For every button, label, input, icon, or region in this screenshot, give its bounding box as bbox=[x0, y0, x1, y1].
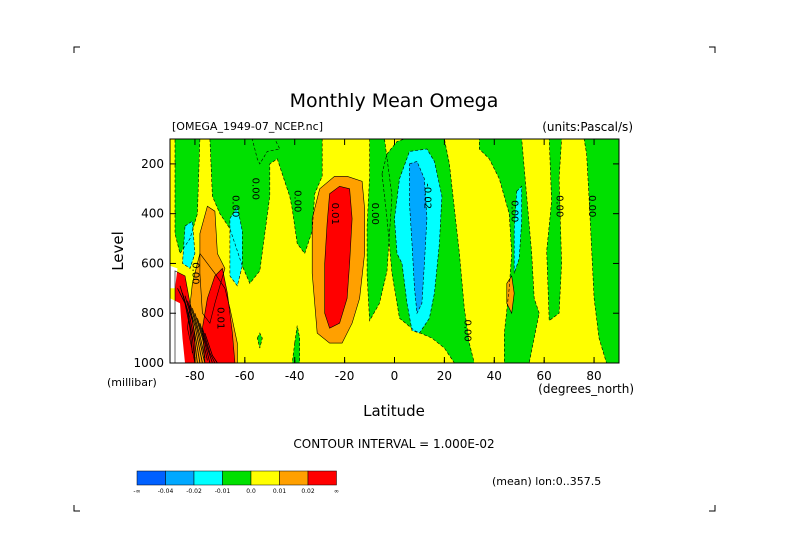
contour-outline bbox=[209, 138, 323, 284]
contour-outline bbox=[311, 176, 365, 344]
legend-label: 0.0 bbox=[246, 488, 256, 495]
x-tick-label: -60 bbox=[235, 369, 255, 383]
legend-swatch bbox=[136, 470, 166, 486]
legend-label: ∞ bbox=[334, 488, 339, 495]
y-tick-label: 800 bbox=[141, 306, 164, 320]
plot-area: 0.00 0.00 0.00 0.01 0.00 -0.02 0.00 0.00 0.00 0.0… bbox=[169, 138, 620, 364]
x-axis-label: Latitude bbox=[363, 402, 425, 420]
contour-region bbox=[202, 268, 235, 363]
contour-outline bbox=[394, 148, 443, 334]
legend-swatch bbox=[307, 470, 337, 486]
contour-outline bbox=[366, 138, 393, 322]
units-label: (units:Pascal/s) bbox=[542, 120, 633, 134]
x-tick-label: -80 bbox=[185, 369, 205, 383]
contour-line bbox=[182, 293, 198, 364]
contour-outline bbox=[256, 332, 263, 349]
legend-swatch bbox=[165, 470, 195, 486]
contour-outline bbox=[187, 252, 238, 364]
contour-lines bbox=[174, 138, 620, 364]
contour-outline bbox=[291, 325, 301, 364]
contour-region bbox=[292, 325, 300, 363]
x-tick-label: 0 bbox=[391, 369, 399, 383]
contour-outline bbox=[229, 205, 243, 287]
color-legend: -∞ -0.04 -0.02 -0.01 0.0 0.01 0.02 ∞ bbox=[133, 470, 339, 495]
x-tick-label: -40 bbox=[285, 369, 305, 383]
mean-longitude-text: (mean) lon:0..357.5 bbox=[492, 475, 601, 488]
legend-label: -0.02 bbox=[186, 488, 202, 495]
contour-label: 0.00 bbox=[249, 178, 260, 200]
x-axis-units: (degrees_north) bbox=[538, 382, 634, 396]
legend-label: -∞ bbox=[133, 488, 140, 495]
contour-line bbox=[189, 303, 206, 364]
contour-line bbox=[177, 288, 193, 354]
contour-outline bbox=[174, 138, 201, 255]
y-tick-label: 200 bbox=[141, 157, 164, 171]
contour-line bbox=[192, 308, 206, 359]
x-axis: -80 -60 -40 -20 0 20 40 60 80 bbox=[185, 139, 602, 383]
x-tick-label: 80 bbox=[586, 369, 601, 383]
contour-outline bbox=[324, 185, 353, 329]
contour-region bbox=[479, 139, 540, 363]
contour-label: 0.00 bbox=[229, 195, 240, 217]
contour-outline bbox=[409, 161, 428, 315]
y-axis-units: (millibar) bbox=[107, 376, 157, 389]
y-axis-label: Level bbox=[109, 231, 127, 271]
contour-region bbox=[257, 333, 263, 349]
contour-label: 0.00 bbox=[369, 203, 380, 225]
contour-region bbox=[324, 186, 353, 329]
contour-region bbox=[252, 139, 280, 164]
contour-region bbox=[175, 139, 200, 254]
y-tick-label: 600 bbox=[141, 256, 164, 270]
y-axis: 200 400 600 800 1000 bbox=[133, 157, 619, 370]
contour-outline bbox=[381, 138, 475, 364]
legend-swatch bbox=[279, 470, 309, 486]
missing-data-region bbox=[170, 298, 185, 363]
contour-line bbox=[197, 318, 211, 364]
contour-region bbox=[514, 186, 522, 274]
contour-line bbox=[194, 313, 208, 361]
contour-label: 0.00 bbox=[509, 200, 520, 222]
contour-label: 0.00 bbox=[461, 319, 472, 341]
contour-fills bbox=[170, 139, 619, 363]
contour-outline bbox=[513, 185, 523, 274]
source-label: [OMEGA_1949-07_NCEP.nc] bbox=[172, 120, 323, 133]
x-tick-label: 60 bbox=[537, 369, 552, 383]
legend-label: -0.01 bbox=[215, 488, 231, 495]
y-tick-label: 400 bbox=[141, 207, 164, 221]
contour-label: 0.00 bbox=[554, 195, 565, 217]
corner-marks bbox=[73, 46, 716, 512]
y-tick-label: 1000 bbox=[133, 356, 164, 370]
contour-region bbox=[546, 139, 562, 321]
contour-label: -0.02 bbox=[421, 183, 432, 209]
contour-outline bbox=[478, 138, 540, 364]
x-tick-label: -20 bbox=[335, 369, 355, 383]
contour-region bbox=[229, 206, 243, 286]
x-tick-label: 20 bbox=[437, 369, 452, 383]
legend-label: 0.01 bbox=[273, 488, 287, 495]
contour-region bbox=[182, 221, 195, 269]
contour-label: 0.00 bbox=[189, 262, 200, 284]
contour-line bbox=[184, 295, 201, 364]
x-tick-label: 40 bbox=[487, 369, 502, 383]
chart-title: Monthly Mean Omega bbox=[290, 90, 499, 112]
contour-label: 0.01 bbox=[329, 203, 340, 225]
contour-outline bbox=[182, 220, 196, 269]
contour-line bbox=[204, 332, 218, 364]
contour-outline bbox=[506, 275, 515, 315]
contour-region bbox=[584, 139, 619, 363]
legend-swatch bbox=[250, 470, 280, 486]
contour-region bbox=[506, 275, 515, 314]
contour-label: 0.00 bbox=[586, 195, 597, 217]
contour-interval-text: CONTOUR INTERVAL = 1.000E-02 bbox=[293, 437, 494, 451]
legend-swatch bbox=[193, 470, 223, 486]
contour-outline bbox=[546, 138, 562, 322]
contour-label: 0.00 bbox=[292, 190, 303, 212]
contour-label: 0.01 bbox=[214, 307, 225, 329]
legend-label: 0.02 bbox=[301, 488, 315, 495]
contour-labels: 0.00 0.00 0.00 0.01 0.00 -0.02 0.00 0.00 0.00 0.0… bbox=[189, 178, 597, 342]
legend-swatch bbox=[222, 470, 252, 486]
contour-line bbox=[202, 328, 216, 364]
legend-label: -0.04 bbox=[158, 488, 174, 495]
